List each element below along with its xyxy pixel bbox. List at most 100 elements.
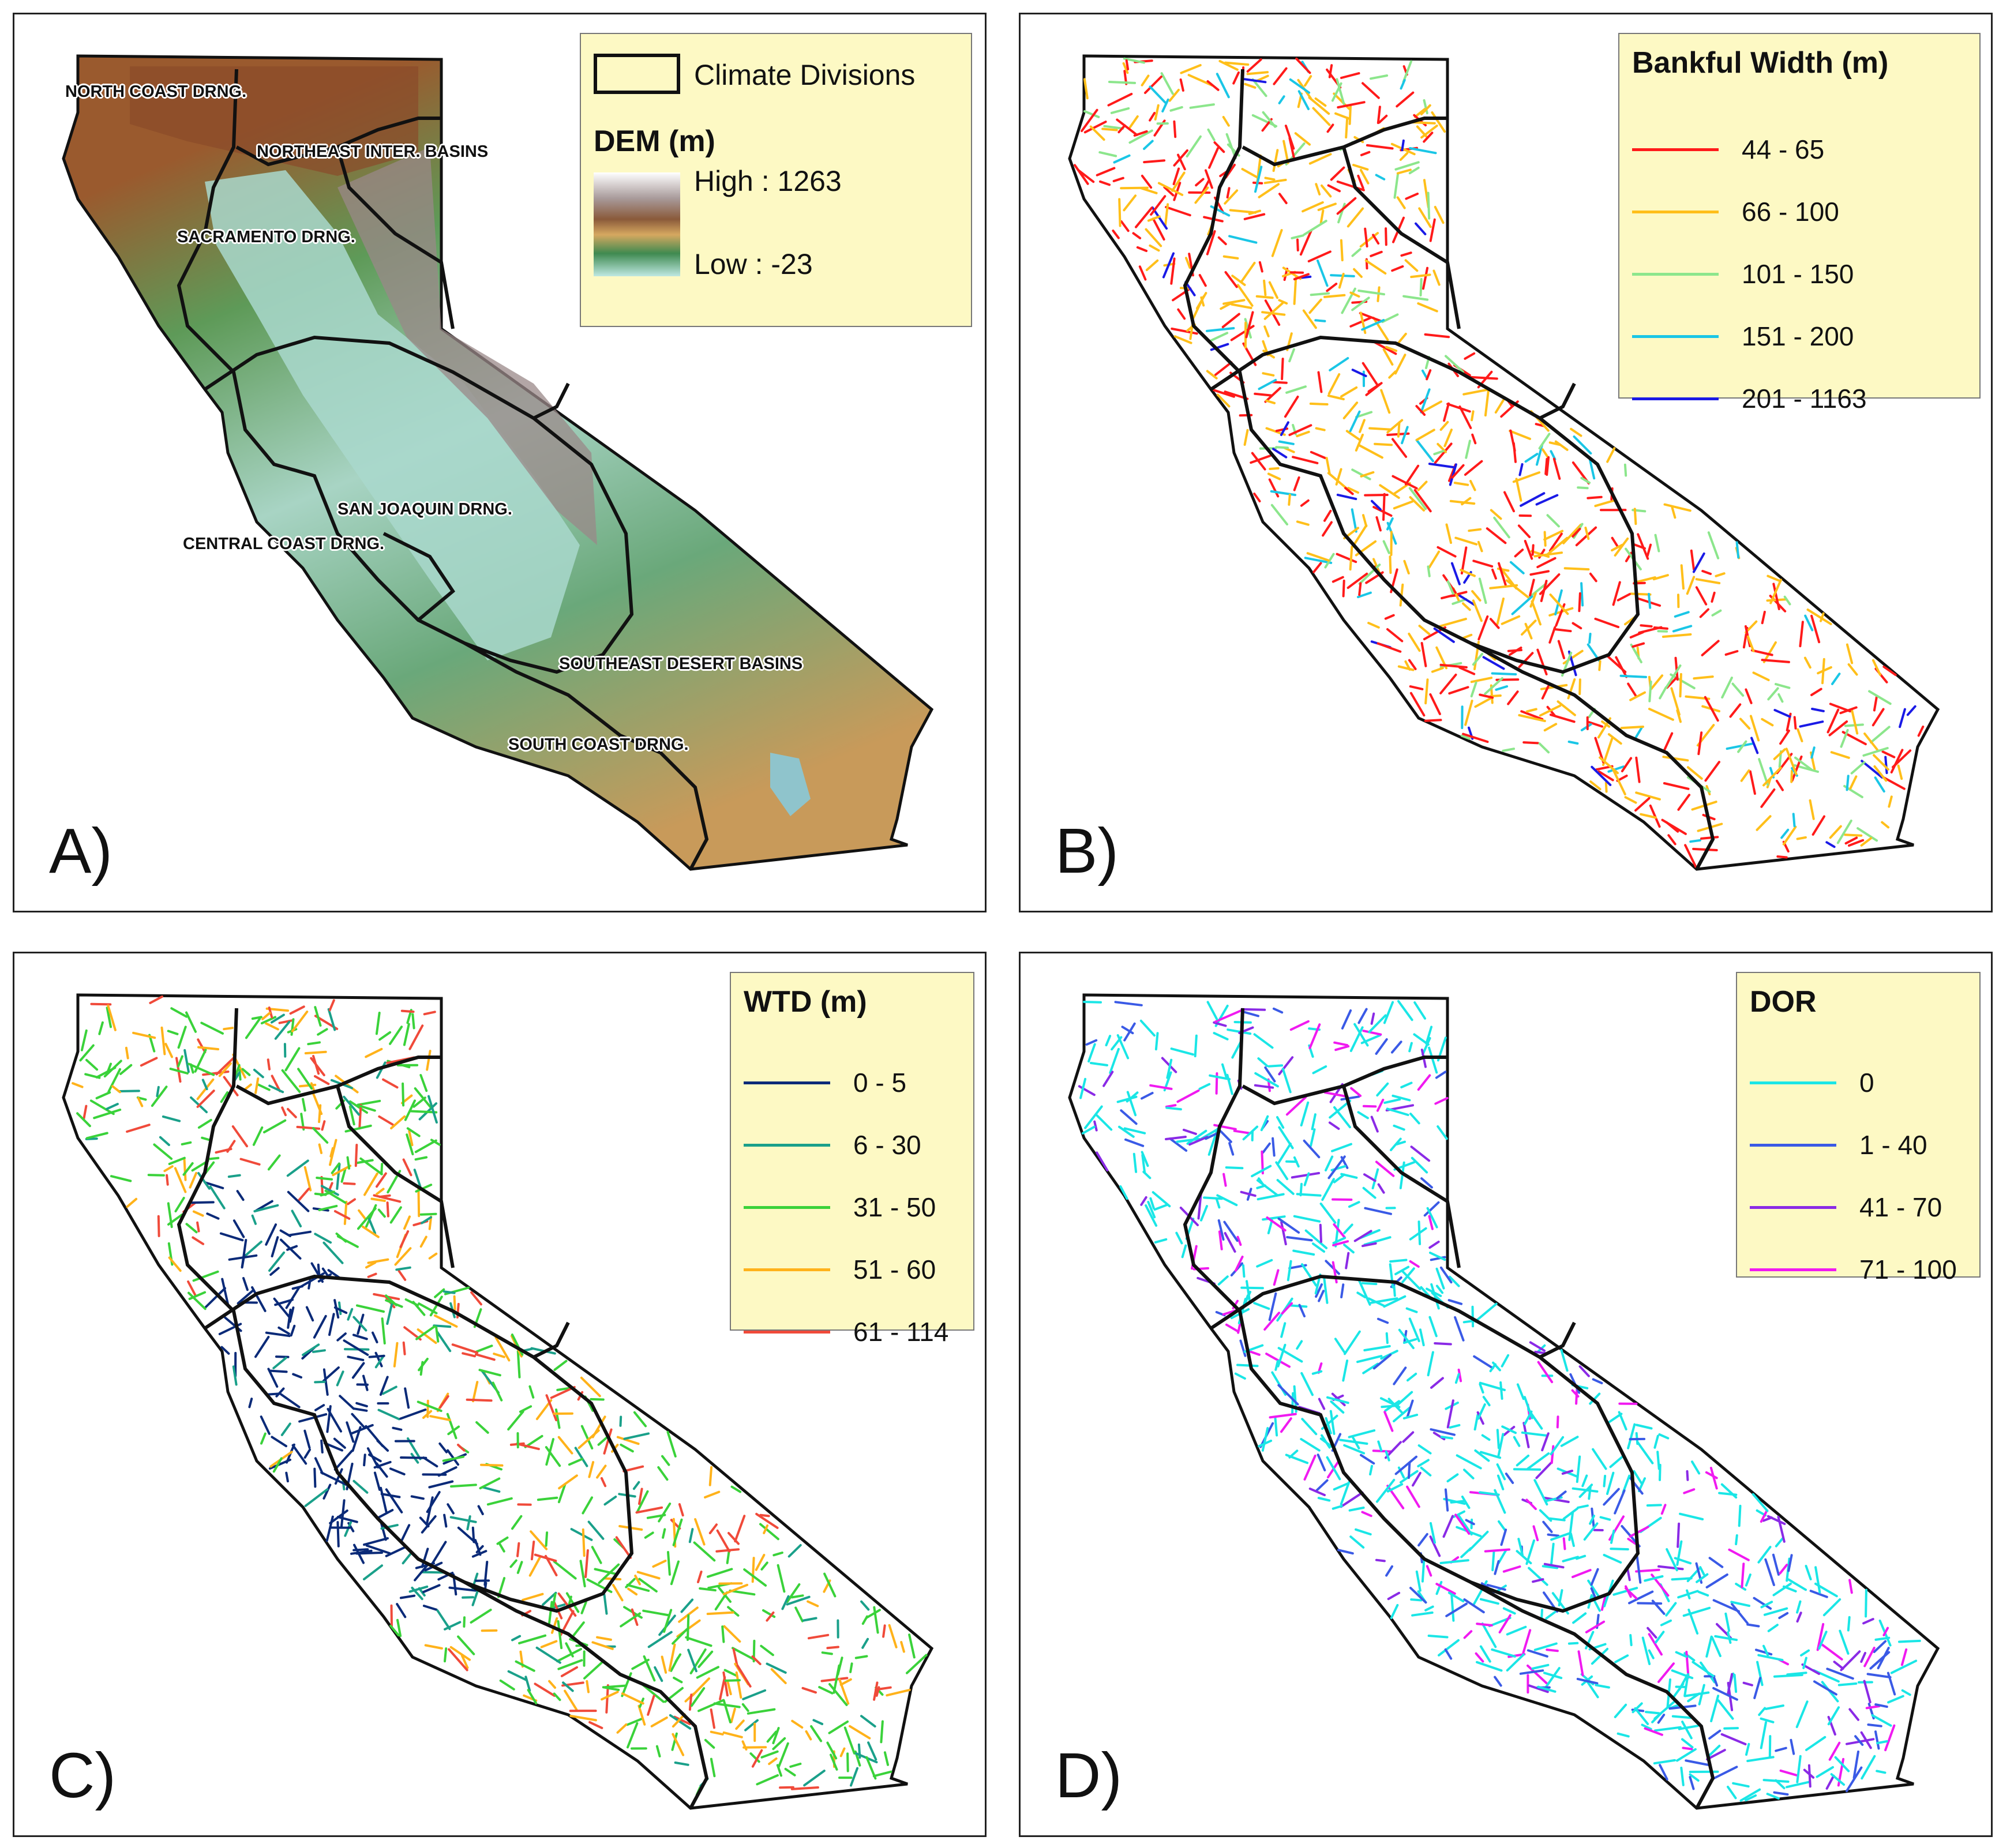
stream-segment xyxy=(197,1172,211,1190)
stream-segment xyxy=(1262,111,1277,128)
stream-segment xyxy=(1584,527,1590,540)
stream-segment xyxy=(355,1552,383,1555)
stream-segment xyxy=(379,1376,389,1396)
wtd-network xyxy=(62,993,934,1810)
stream-segment xyxy=(1268,1292,1277,1321)
stream-segment xyxy=(1472,559,1494,568)
stream-segment xyxy=(126,1197,138,1208)
stream-segment xyxy=(1364,1207,1392,1215)
legend-swatch xyxy=(744,1081,830,1084)
stream-segment xyxy=(1360,151,1371,156)
stream-segment xyxy=(1402,1414,1419,1419)
stream-segment xyxy=(333,1449,354,1471)
stream-segment xyxy=(1809,1590,1828,1598)
stream-segment xyxy=(545,1394,558,1422)
stream-segment xyxy=(1231,1041,1242,1059)
stream-segment xyxy=(685,1636,712,1647)
stream-segment xyxy=(1337,101,1366,109)
stream-segment xyxy=(1449,463,1457,486)
stream-segment xyxy=(223,1027,234,1031)
stream-segment xyxy=(402,1552,413,1565)
stream-segment xyxy=(1401,426,1409,445)
stream-segment xyxy=(1678,1725,1699,1730)
stream-segment xyxy=(1753,1677,1762,1699)
stream-segment xyxy=(1420,1177,1433,1189)
stream-segment xyxy=(1218,59,1239,71)
stream-segment xyxy=(830,1753,838,1771)
stream-segment xyxy=(1509,429,1516,452)
stream-segment xyxy=(1611,536,1619,548)
stream-segment xyxy=(1468,528,1482,532)
stream-segment xyxy=(1310,450,1326,459)
stream-segment xyxy=(1603,1474,1607,1488)
stream-segment xyxy=(1216,73,1230,99)
stream-segment xyxy=(1374,442,1393,446)
stream-segment xyxy=(486,1497,513,1506)
stream-segment xyxy=(1686,766,1703,780)
stream-segment xyxy=(1261,1427,1269,1452)
stream-segment xyxy=(1513,1468,1542,1471)
stream-segment xyxy=(673,1715,691,1726)
stream-segment xyxy=(1522,741,1539,745)
stream-segment xyxy=(380,1486,388,1513)
stream-segment xyxy=(302,1098,306,1112)
stream-segment xyxy=(1355,433,1364,452)
stream-segment xyxy=(530,1541,535,1561)
stream-segment xyxy=(1714,1635,1738,1642)
climate-division-boundaries xyxy=(1183,69,1715,870)
stream-segment xyxy=(1624,796,1637,804)
stream-segment xyxy=(336,1370,344,1387)
stream-segment xyxy=(1333,1041,1349,1047)
stream-segment xyxy=(1359,419,1366,433)
stream-segment xyxy=(1704,696,1719,722)
stream-segment xyxy=(1827,708,1840,734)
stream-segment xyxy=(1281,358,1284,381)
legend-row: 31 - 50 xyxy=(744,1190,936,1225)
stream-segment xyxy=(1640,624,1653,628)
stream-segment xyxy=(1686,1589,1691,1599)
stream-segment xyxy=(1284,395,1299,418)
stream-segment xyxy=(280,1393,301,1408)
stream-segment xyxy=(883,1751,889,1766)
stream-segment xyxy=(1277,1217,1300,1234)
stream-segment xyxy=(1554,440,1569,451)
stream-segment xyxy=(1333,1173,1345,1184)
stream-segment xyxy=(1727,1631,1732,1644)
stream-segment xyxy=(1113,154,1131,164)
california-outline xyxy=(1068,993,1940,1810)
stream-segment xyxy=(1363,1173,1377,1182)
stream-segment xyxy=(1529,1341,1546,1352)
stream-segment xyxy=(1655,1631,1665,1644)
stream-segment xyxy=(1224,271,1238,288)
stream-segment xyxy=(1560,1349,1569,1372)
stream-segment xyxy=(1145,228,1162,247)
stream-segment xyxy=(1692,847,1718,851)
stream-segment xyxy=(95,1066,117,1079)
stream-segment xyxy=(1164,203,1169,227)
stream-segment xyxy=(699,1587,717,1592)
stream-segment xyxy=(1276,1116,1285,1129)
stream-segment xyxy=(1372,1353,1392,1370)
stream-segment xyxy=(1243,213,1266,220)
stream-segment xyxy=(791,1719,804,1729)
stream-segment xyxy=(1546,514,1560,528)
stream-segment xyxy=(1839,1629,1850,1655)
stream-segment xyxy=(1837,1682,1858,1687)
stream-segment xyxy=(374,1351,383,1368)
stream-segment xyxy=(428,1215,433,1230)
stream-segment xyxy=(1580,723,1592,731)
stream-segment xyxy=(268,1458,291,1470)
stream-segment xyxy=(471,1588,479,1606)
stream-segment xyxy=(1274,1359,1279,1371)
stream-segment xyxy=(735,1719,745,1730)
stream-segment xyxy=(1647,1627,1657,1639)
stream-segment xyxy=(1265,399,1276,404)
stream-segment xyxy=(1275,446,1289,449)
stream-segment xyxy=(1264,386,1281,403)
stream-segment xyxy=(1401,139,1405,152)
stream-segment xyxy=(1443,402,1450,422)
stream-segment xyxy=(326,1405,332,1433)
stream-segment xyxy=(1388,370,1397,379)
stream-segment xyxy=(1357,174,1364,190)
stream-segment xyxy=(1269,1413,1297,1419)
